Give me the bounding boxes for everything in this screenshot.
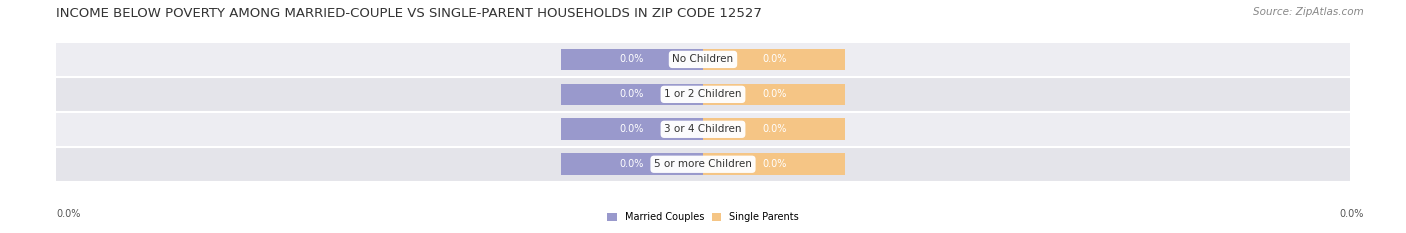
- Text: 0.0%: 0.0%: [56, 209, 80, 219]
- Text: 0.0%: 0.0%: [620, 89, 644, 99]
- Text: 0.0%: 0.0%: [620, 55, 644, 64]
- Text: 0.0%: 0.0%: [620, 124, 644, 134]
- Text: 0.0%: 0.0%: [1340, 209, 1364, 219]
- Bar: [703, 153, 845, 175]
- Text: 1 or 2 Children: 1 or 2 Children: [664, 89, 742, 99]
- Text: 3 or 4 Children: 3 or 4 Children: [664, 124, 742, 134]
- Text: INCOME BELOW POVERTY AMONG MARRIED-COUPLE VS SINGLE-PARENT HOUSEHOLDS IN ZIP COD: INCOME BELOW POVERTY AMONG MARRIED-COUPL…: [56, 7, 762, 20]
- Text: Source: ZipAtlas.com: Source: ZipAtlas.com: [1253, 7, 1364, 17]
- Text: No Children: No Children: [672, 55, 734, 64]
- Bar: [561, 153, 703, 175]
- Bar: [561, 49, 703, 70]
- Text: 0.0%: 0.0%: [762, 124, 786, 134]
- Text: 5 or more Children: 5 or more Children: [654, 159, 752, 169]
- Bar: [561, 83, 703, 105]
- Text: 0.0%: 0.0%: [762, 55, 786, 64]
- Bar: [56, 42, 1350, 77]
- Legend: Married Couples, Single Parents: Married Couples, Single Parents: [603, 208, 803, 226]
- Bar: [703, 49, 845, 70]
- Bar: [703, 83, 845, 105]
- Bar: [56, 112, 1350, 147]
- Text: 0.0%: 0.0%: [762, 159, 786, 169]
- Text: 0.0%: 0.0%: [762, 89, 786, 99]
- Bar: [561, 118, 703, 140]
- Bar: [703, 118, 845, 140]
- Bar: [56, 147, 1350, 182]
- Text: 0.0%: 0.0%: [620, 159, 644, 169]
- Bar: [56, 77, 1350, 112]
